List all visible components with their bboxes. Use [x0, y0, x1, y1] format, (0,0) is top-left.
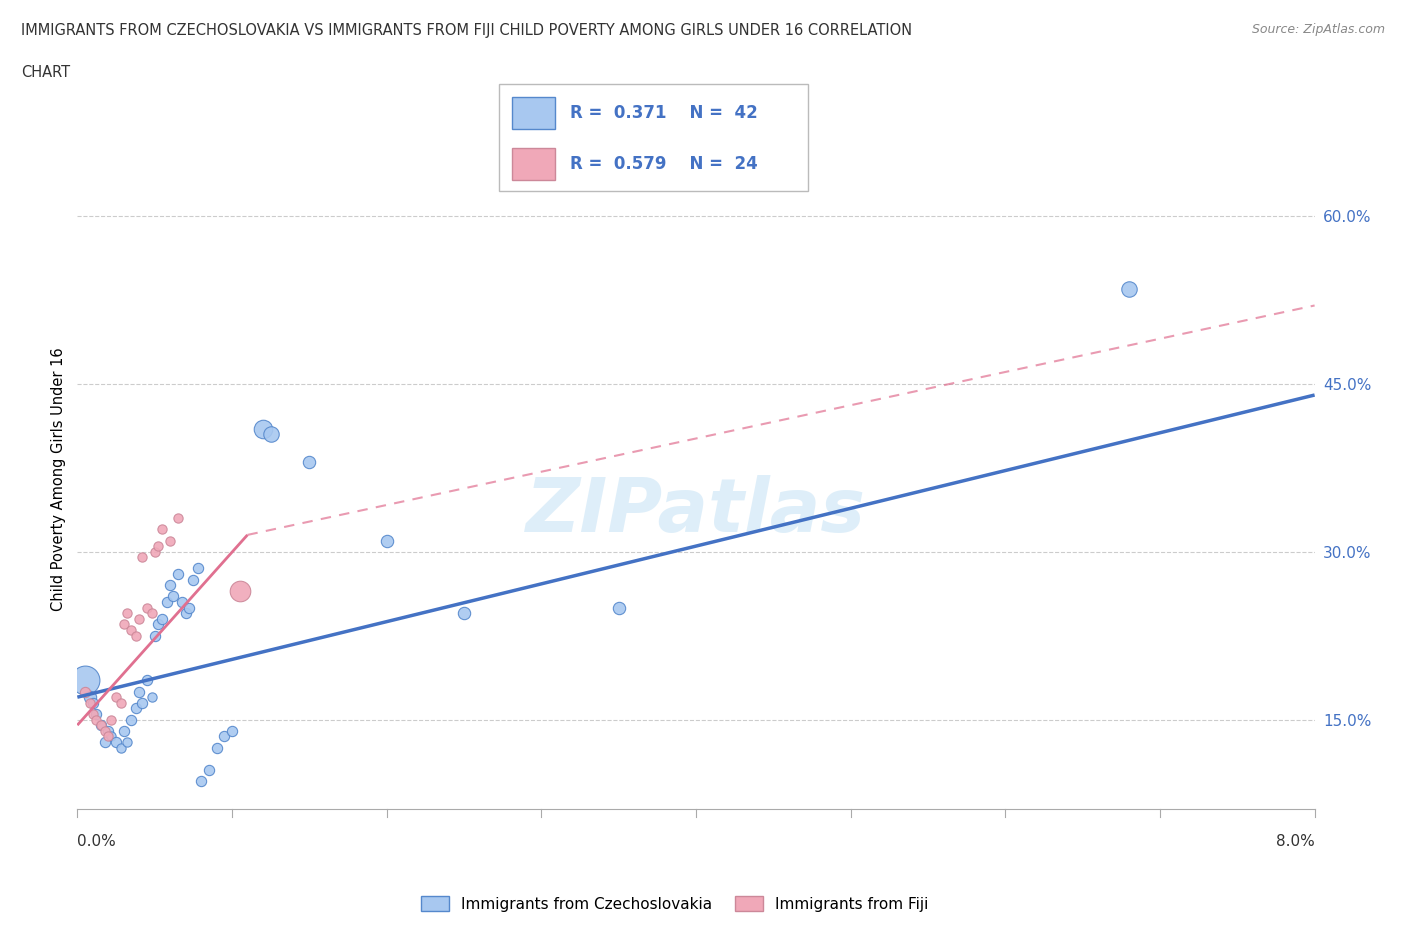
Point — [105, 735, 127, 750]
Text: IMMIGRANTS FROM CZECHOSLOVAKIA VS IMMIGRANTS FROM FIJI CHILD POVERTY AMONG GIRLS: IMMIGRANTS FROM CZECHOSLOVAKIA VS IMMIGR… — [21, 23, 912, 38]
Point — [84, 707, 107, 722]
Point — [112, 617, 135, 631]
Point — [143, 628, 166, 643]
Point — [100, 712, 122, 727]
Point — [174, 605, 197, 620]
Point — [146, 617, 169, 631]
Point — [183, 572, 205, 587]
Point — [121, 622, 143, 637]
Point — [90, 718, 111, 733]
Point — [136, 673, 159, 688]
Point — [97, 729, 120, 744]
Point — [131, 550, 153, 565]
Point — [121, 712, 143, 727]
Point — [152, 522, 174, 537]
Point — [105, 690, 127, 705]
Point — [110, 740, 132, 755]
Point — [159, 533, 181, 548]
Point — [214, 729, 236, 744]
Point — [82, 696, 104, 711]
FancyBboxPatch shape — [499, 84, 808, 191]
Point — [75, 684, 96, 699]
Point — [159, 578, 181, 592]
Point — [190, 774, 212, 789]
Point — [205, 740, 228, 755]
Point — [141, 605, 163, 620]
Point — [375, 533, 398, 548]
Point — [94, 724, 117, 738]
Text: 0.0%: 0.0% — [77, 834, 117, 849]
Point — [125, 628, 148, 643]
Point — [79, 690, 101, 705]
FancyBboxPatch shape — [512, 148, 555, 180]
Point — [453, 605, 475, 620]
Legend: Immigrants from Czechoslovakia, Immigrants from Fiji: Immigrants from Czechoslovakia, Immigran… — [415, 889, 935, 918]
Point — [100, 729, 122, 744]
Point — [167, 511, 190, 525]
Point — [1118, 281, 1140, 296]
Y-axis label: Child Poverty Among Girls Under 16: Child Poverty Among Girls Under 16 — [51, 347, 66, 611]
Point — [146, 538, 169, 553]
Point — [82, 707, 104, 722]
Point — [128, 611, 150, 626]
Point — [197, 763, 219, 777]
Text: 8.0%: 8.0% — [1275, 834, 1315, 849]
FancyBboxPatch shape — [512, 97, 555, 128]
Point — [115, 605, 138, 620]
Point — [94, 735, 117, 750]
Point — [143, 544, 166, 559]
Point — [136, 600, 159, 615]
Text: R =  0.371    N =  42: R = 0.371 N = 42 — [571, 103, 758, 122]
Point — [221, 724, 243, 738]
Point — [228, 583, 252, 598]
Point — [110, 696, 132, 711]
Point — [252, 421, 274, 436]
Point — [172, 594, 194, 609]
Point — [125, 701, 148, 716]
Point — [90, 718, 111, 733]
Text: Source: ZipAtlas.com: Source: ZipAtlas.com — [1251, 23, 1385, 36]
Point — [187, 561, 209, 576]
Point — [298, 455, 321, 470]
Point — [115, 735, 138, 750]
Point — [141, 690, 163, 705]
Point — [75, 673, 96, 688]
Point — [131, 696, 153, 711]
Point — [97, 724, 120, 738]
Text: ZIPatlas: ZIPatlas — [526, 475, 866, 549]
Point — [156, 594, 179, 609]
Point — [167, 566, 190, 581]
Point — [177, 600, 200, 615]
Text: CHART: CHART — [21, 65, 70, 80]
Point — [112, 724, 135, 738]
Point — [84, 712, 107, 727]
Point — [162, 589, 184, 604]
Point — [79, 696, 101, 711]
Point — [128, 684, 150, 699]
Text: R =  0.579    N =  24: R = 0.579 N = 24 — [571, 155, 758, 173]
Point — [152, 611, 174, 626]
Point — [607, 600, 630, 615]
Point — [260, 427, 283, 442]
